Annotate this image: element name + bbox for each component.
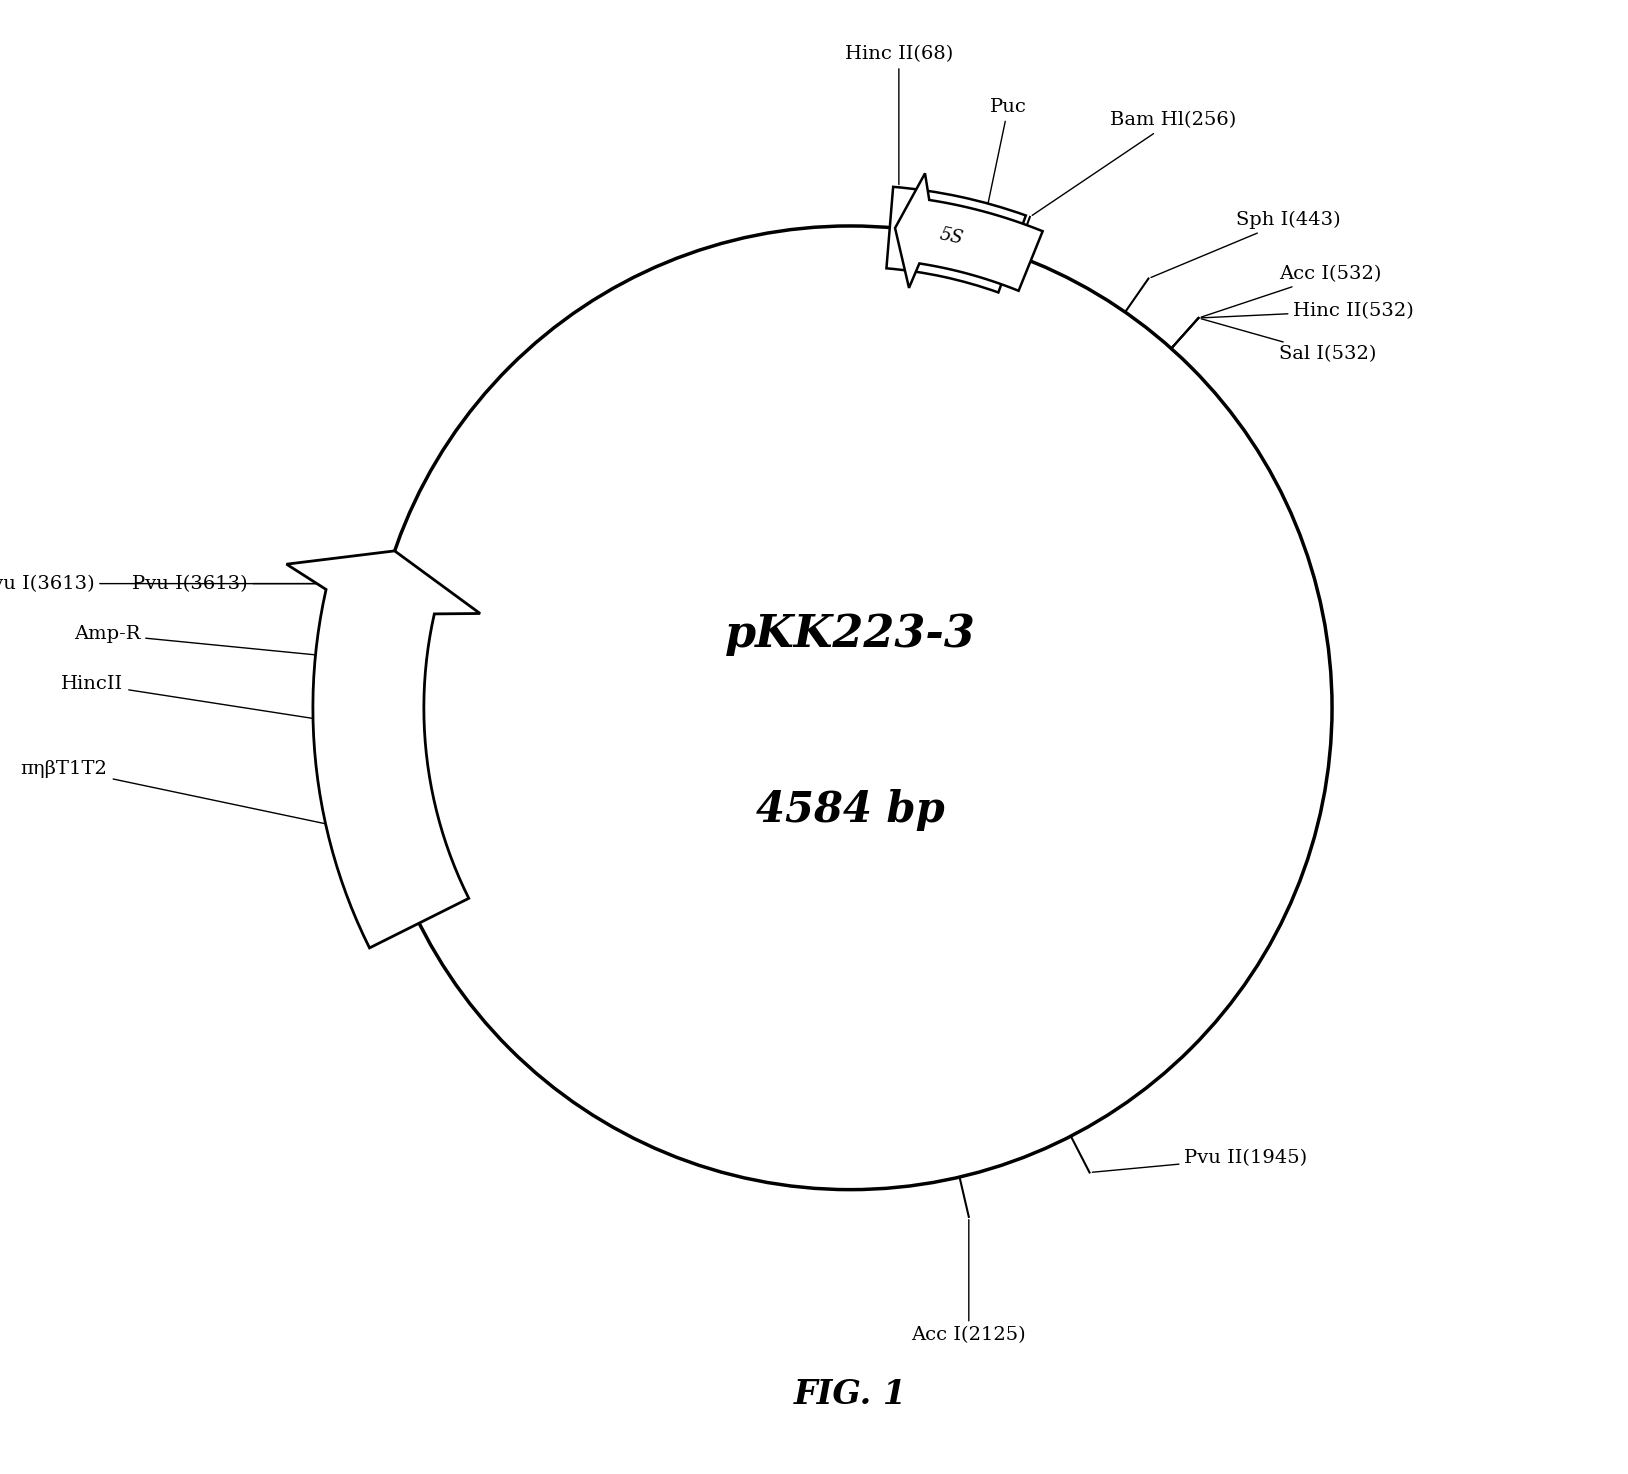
Text: Hinc II(532): Hinc II(532): [1201, 302, 1415, 320]
Text: Acc I(2125): Acc I(2125): [912, 1219, 1026, 1344]
Polygon shape: [895, 174, 1042, 290]
Text: Sph I(443): Sph I(443): [1151, 211, 1341, 277]
Text: pKK223-3: pKK223-3: [724, 613, 975, 656]
Text: Pvu I(3613): Pvu I(3613): [0, 575, 340, 593]
Text: Pvu II(1945): Pvu II(1945): [1092, 1148, 1307, 1172]
Text: Amp-R: Amp-R: [73, 625, 327, 656]
Text: Bam Hl(256): Bam Hl(256): [1032, 112, 1236, 215]
Polygon shape: [287, 551, 480, 948]
Text: FIG. 1: FIG. 1: [793, 1378, 907, 1411]
Text: 5S: 5S: [938, 226, 965, 248]
Text: 4584 bp: 4584 bp: [755, 789, 944, 831]
Text: πηβT1T2: πηβT1T2: [21, 759, 339, 827]
Text: Hinc II(68): Hinc II(68): [845, 46, 952, 184]
Text: Sal I(532): Sal I(532): [1201, 318, 1376, 364]
Wedge shape: [886, 187, 1026, 292]
Text: Pvu I(3613): Pvu I(3613): [132, 575, 340, 593]
Text: Puc: Puc: [988, 97, 1027, 205]
Text: Acc I(532): Acc I(532): [1201, 265, 1381, 317]
Text: HincII: HincII: [62, 675, 326, 721]
